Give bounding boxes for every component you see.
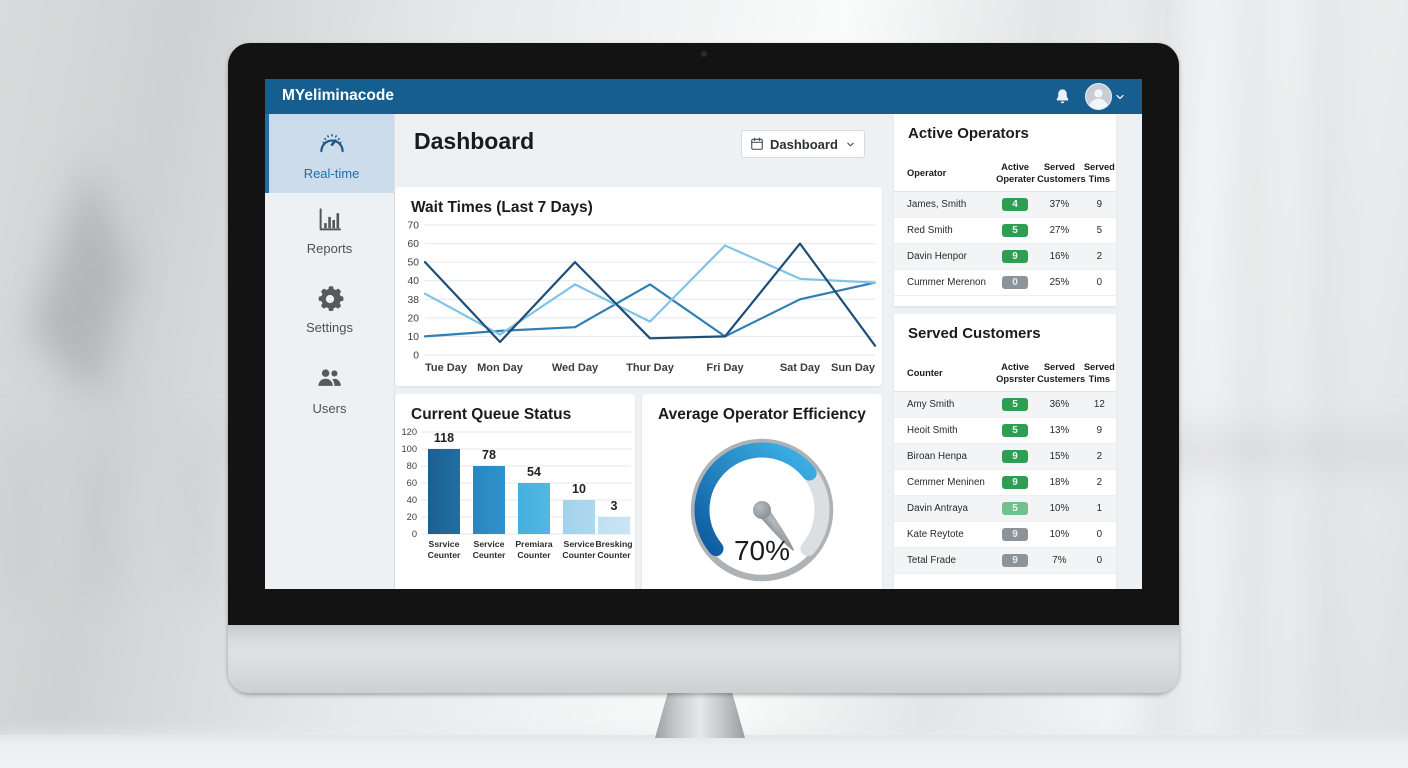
- svg-text:Tue Day: Tue Day: [425, 362, 468, 374]
- svg-text:60: 60: [407, 478, 417, 488]
- svg-text:Counter: Counter: [597, 550, 631, 560]
- svg-text:Wed Day: Wed Day: [552, 362, 599, 374]
- svg-text:20: 20: [407, 512, 417, 522]
- svg-text:Ssrvice: Ssrvice: [429, 539, 460, 549]
- svg-text:3: 3: [611, 499, 618, 513]
- svg-text:70: 70: [408, 221, 420, 232]
- svg-text:50: 50: [408, 258, 420, 269]
- svg-text:0: 0: [413, 351, 419, 362]
- svg-text:100: 100: [401, 444, 417, 454]
- svg-text:80: 80: [407, 461, 417, 471]
- svg-text:Service: Service: [474, 539, 505, 549]
- svg-text:Ceunter: Ceunter: [473, 550, 506, 560]
- svg-text:Counter: Counter: [562, 550, 596, 560]
- svg-text:Premiara: Premiara: [515, 539, 552, 549]
- svg-text:Sat Day: Sat Day: [780, 362, 821, 374]
- svg-text:54: 54: [527, 465, 541, 479]
- svg-text:Mon Day: Mon Day: [477, 362, 524, 374]
- svg-text:38: 38: [408, 295, 420, 306]
- svg-text:20: 20: [408, 313, 420, 324]
- svg-text:78: 78: [482, 448, 496, 462]
- svg-text:0: 0: [412, 529, 417, 539]
- svg-text:Bresking: Bresking: [595, 539, 632, 549]
- svg-text:10: 10: [572, 482, 586, 496]
- svg-text:Sun Day: Sun Day: [831, 362, 876, 374]
- svg-text:118: 118: [434, 431, 454, 445]
- svg-text:60: 60: [408, 239, 420, 250]
- svg-text:Service: Service: [564, 539, 595, 549]
- svg-text:Fri Day: Fri Day: [706, 362, 744, 374]
- svg-text:40: 40: [407, 495, 417, 505]
- svg-text:Counter: Counter: [517, 550, 551, 560]
- svg-text:40: 40: [408, 276, 420, 287]
- svg-text:Thur Day: Thur Day: [626, 362, 675, 374]
- svg-text:Ceunter: Ceunter: [428, 550, 461, 560]
- svg-text:70%: 70%: [734, 535, 790, 566]
- svg-text:120: 120: [401, 428, 417, 437]
- svg-text:10: 10: [408, 332, 420, 343]
